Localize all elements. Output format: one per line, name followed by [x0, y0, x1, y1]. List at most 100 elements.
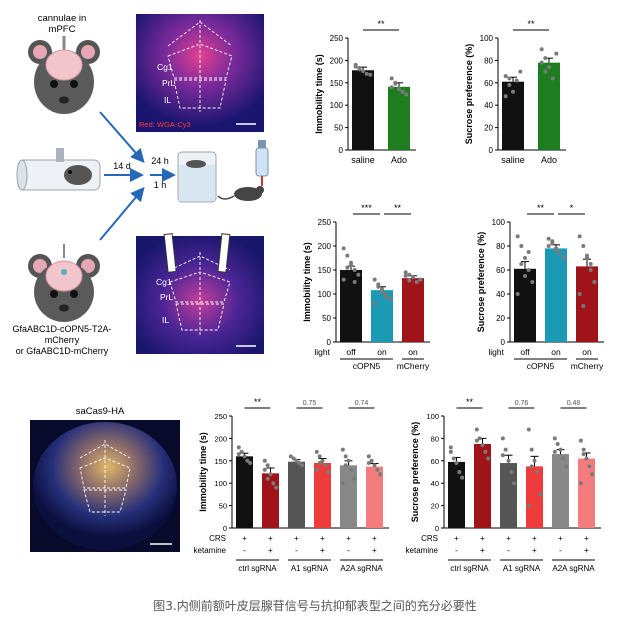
data-point — [314, 449, 319, 454]
y-tick-label: 150 — [330, 79, 344, 88]
y-tick-label: 50 — [334, 124, 343, 133]
row-label-light: light — [314, 347, 330, 357]
data-point — [581, 244, 586, 248]
group-label: mCherry — [397, 361, 430, 371]
data-point — [564, 464, 569, 469]
y-tick-label: 250 — [330, 34, 344, 43]
data-point — [242, 454, 247, 459]
mouse2-label-line1: GfaABC1D-cOPN5-T2A- — [12, 324, 111, 334]
data-point — [554, 248, 558, 253]
y-tick-label: 200 — [318, 242, 332, 251]
group-label: ctrl sgRNA — [450, 564, 489, 573]
significance-label: 0.48 — [567, 400, 581, 407]
data-point — [584, 456, 589, 461]
micro1-stain-label: Red: WGA-Cy3 — [139, 120, 191, 129]
significance-label: ** — [254, 397, 262, 407]
mouse2-label-line2: mCherry — [45, 335, 80, 345]
significance-label: ** — [537, 203, 545, 213]
y-tick-label: 60 — [431, 457, 439, 466]
bar — [514, 268, 536, 342]
data-point — [265, 463, 270, 468]
condition-value: + — [268, 534, 273, 543]
data-point — [507, 76, 512, 81]
significance-label: ** — [394, 203, 402, 213]
mouse2-label-line3: or GfaABC1D-mCherry — [16, 346, 109, 356]
data-point — [356, 272, 361, 277]
data-point — [515, 292, 520, 296]
significance-label: 0.76 — [515, 400, 529, 407]
condition-value: + — [480, 534, 485, 543]
sucrose-bottle — [217, 140, 269, 201]
data-point — [539, 47, 544, 52]
data-point — [317, 454, 322, 459]
x-category-label: Ado — [541, 155, 557, 165]
data-point — [519, 244, 524, 248]
bar — [388, 86, 410, 150]
micro1-region-il: IL — [164, 95, 171, 105]
y-axis-label: Sucrose preference (%) — [410, 422, 420, 523]
condition-value: - — [295, 546, 298, 555]
condition-row-label: ketamine — [194, 546, 227, 555]
y-tick-label: 0 — [501, 338, 506, 347]
data-point — [353, 64, 358, 69]
bar — [545, 248, 567, 342]
significance-label: 0.74 — [355, 400, 369, 407]
data-point — [349, 467, 354, 472]
data-point — [511, 89, 515, 94]
data-point — [503, 74, 508, 79]
micro3-title: saCas9-HA — [76, 406, 125, 417]
condition-value: - — [455, 546, 458, 555]
micrograph-wga: Cg1 PrL IL Red: WGA-Cy3 — [136, 14, 264, 132]
data-point — [546, 236, 551, 241]
mouse1-label-line1: cannulae in — [38, 13, 87, 24]
data-point — [352, 268, 357, 272]
data-point — [557, 251, 562, 256]
bar — [340, 465, 357, 528]
x-category-label: on — [551, 347, 561, 357]
data-point — [546, 244, 551, 248]
restraint-tube — [16, 148, 101, 191]
bar — [502, 81, 524, 150]
data-point — [585, 256, 589, 260]
condition-value: + — [242, 534, 247, 543]
data-point — [550, 239, 555, 244]
data-point — [518, 69, 523, 74]
data-point — [523, 256, 527, 260]
data-point — [554, 51, 559, 56]
group-label: mCherry — [571, 361, 604, 371]
data-point — [457, 470, 462, 474]
chart-immobility-sgrna: 0 50 100 150 200 250 Immobility time (s) ** 0.75… — [194, 397, 389, 573]
bar — [578, 458, 595, 528]
mouse-viral: GfaABC1D-cOPN5-T2A- mCherry or GfaABC1D-… — [12, 244, 112, 356]
bar — [314, 463, 331, 528]
data-point — [404, 92, 409, 97]
data-point — [314, 467, 319, 472]
y-tick-label: 20 — [484, 124, 493, 133]
condition-value: + — [532, 546, 537, 555]
data-point — [503, 94, 508, 99]
y-tick-label: 50 — [219, 502, 227, 511]
data-point — [346, 458, 351, 463]
condition-value: + — [584, 546, 589, 555]
micrograph-optogenetic: Cg1 PrL IL — [136, 233, 264, 354]
data-point — [526, 250, 531, 254]
data-point — [448, 449, 453, 454]
data-point — [291, 456, 296, 461]
condition-value: - — [347, 546, 350, 555]
data-point — [345, 265, 350, 270]
y-axis-label: Sucrose preference (%) — [476, 232, 486, 333]
mouse1-label-line2: mPFC — [49, 24, 76, 35]
x-category-label: saline — [501, 155, 525, 165]
data-point — [588, 262, 593, 266]
data-point — [474, 438, 479, 443]
data-point — [397, 87, 401, 92]
condition-value: + — [372, 546, 377, 555]
y-tick-label: 0 — [489, 146, 494, 155]
data-point — [380, 289, 384, 294]
data-point — [407, 272, 412, 277]
row-label-light: light — [488, 347, 504, 357]
significance-label: * — [570, 203, 574, 213]
y-tick-label: 100 — [330, 101, 344, 110]
data-point — [500, 453, 505, 458]
data-point — [538, 492, 543, 497]
